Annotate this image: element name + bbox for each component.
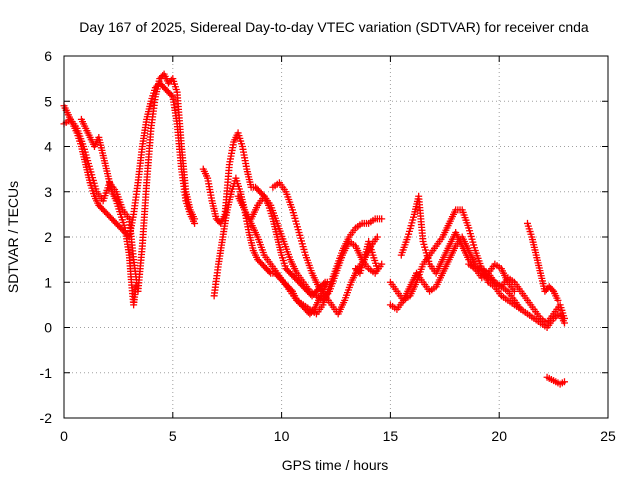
data-point xyxy=(554,296,562,304)
data-point xyxy=(378,260,386,268)
series-s7 xyxy=(247,192,386,304)
data-point xyxy=(167,91,175,99)
x-axis-label: GPS time / hours xyxy=(282,457,389,473)
y-tick-label: -2 xyxy=(40,410,53,426)
y-tick-label: 3 xyxy=(44,184,52,200)
x-tick-label: 0 xyxy=(60,428,68,444)
data-point xyxy=(373,265,381,273)
x-tick-label: 20 xyxy=(491,428,507,444)
series-s13 xyxy=(523,219,562,304)
x-tick-label: 5 xyxy=(169,428,177,444)
x-tick-label: 10 xyxy=(274,428,290,444)
y-tick-label: 0 xyxy=(44,320,52,336)
x-tick-label: 25 xyxy=(600,428,616,444)
data-point xyxy=(373,233,381,241)
x-tick-label: 15 xyxy=(383,428,399,444)
data-point xyxy=(510,287,518,295)
axis-ticks: 0 5 10 15 20 25 -2 -1 0 1 2 3 4 5 6 xyxy=(40,48,616,444)
chart-title: Day 167 of 2025, Sidereal Day-to-day VTE… xyxy=(79,19,589,35)
y-tick-label: 5 xyxy=(44,93,52,109)
data-point xyxy=(560,378,568,386)
data-point xyxy=(378,215,386,223)
series-s3 xyxy=(77,115,140,309)
series-s14 xyxy=(543,373,568,388)
y-tick-label: 2 xyxy=(44,229,52,245)
data-point xyxy=(560,314,568,322)
y-tick-label: 4 xyxy=(44,139,52,155)
y-tick-label: 6 xyxy=(44,48,52,64)
series-s15 xyxy=(352,238,381,277)
y-axis-label: SDTVAR / TECUs xyxy=(5,181,21,293)
data-point xyxy=(548,286,556,294)
y-tick-label: -1 xyxy=(40,365,53,381)
y-tick-label: 1 xyxy=(44,274,52,290)
data-point xyxy=(191,215,199,223)
data-point xyxy=(517,305,525,313)
plot-frame xyxy=(63,55,609,419)
data-point xyxy=(265,268,273,276)
data-points xyxy=(60,70,568,388)
data-point xyxy=(132,283,140,291)
series-s12 xyxy=(465,260,568,327)
